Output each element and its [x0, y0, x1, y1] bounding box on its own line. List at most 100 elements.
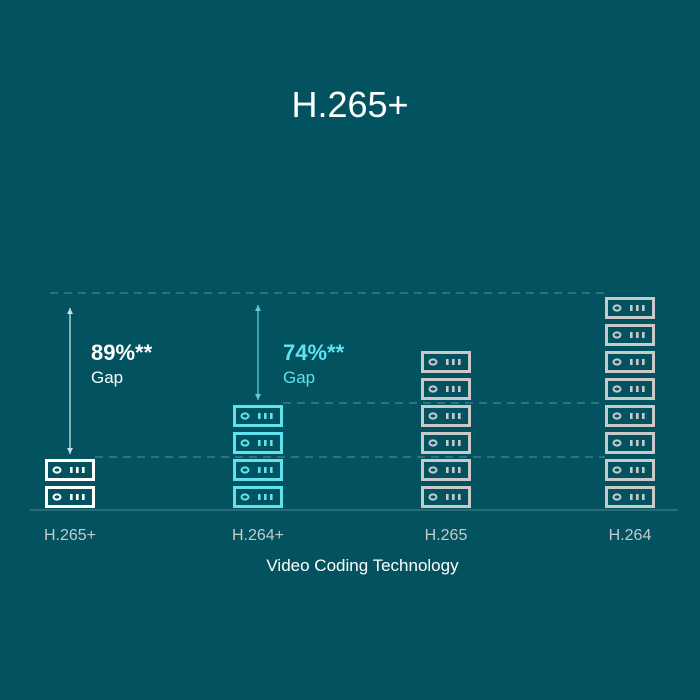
- server-icon: [421, 405, 471, 427]
- annotation-h264plus: 74%** Gap: [283, 340, 344, 388]
- server-icon: [45, 486, 95, 508]
- server-icon: [233, 432, 283, 454]
- server-led-icon: [428, 358, 438, 366]
- server-icon: [421, 378, 471, 400]
- server-slot-icon: [264, 494, 267, 500]
- server-slot-icon: [642, 413, 645, 419]
- server-slot-icon: [452, 467, 455, 473]
- server-icon: [421, 486, 471, 508]
- server-slot-icon: [70, 494, 73, 500]
- server-slot-icon: [642, 386, 645, 392]
- server-slot-icon: [630, 332, 633, 338]
- server-icon: [605, 459, 655, 481]
- server-led-icon: [428, 493, 438, 501]
- gap-arrow-h265plus-head-top: [67, 308, 73, 314]
- server-icon: [605, 405, 655, 427]
- server-slot-icon: [636, 440, 639, 446]
- server-slot-icon: [446, 494, 449, 500]
- server-slot-icon: [264, 440, 267, 446]
- server-slot-icon: [70, 467, 73, 473]
- server-slot-icon: [258, 467, 261, 473]
- server-slot-icon: [630, 413, 633, 419]
- server-slot-icon: [264, 467, 267, 473]
- server-led-icon: [428, 466, 438, 474]
- server-icon: [233, 405, 283, 427]
- server-led-icon: [612, 439, 622, 447]
- server-slot-icon: [458, 494, 461, 500]
- x-tick-label: H.265+: [44, 527, 96, 544]
- server-icon: [605, 432, 655, 454]
- server-led-icon: [240, 412, 250, 420]
- annotation-value: 74%**: [283, 340, 345, 365]
- server-slot-icon: [446, 467, 449, 473]
- server-slot-icon: [636, 413, 639, 419]
- server-slot-icon: [642, 494, 645, 500]
- server-slot-icon: [458, 413, 461, 419]
- server-slot-icon: [630, 359, 633, 365]
- server-slot-icon: [630, 440, 633, 446]
- server-slot-icon: [642, 359, 645, 365]
- annotation-h265plus: 89%** Gap: [91, 340, 152, 388]
- server-led-icon: [612, 466, 622, 474]
- server-icon: [605, 486, 655, 508]
- server-icon: [605, 297, 655, 319]
- server-led-icon: [240, 439, 250, 447]
- server-slot-icon: [270, 494, 273, 500]
- server-slot-icon: [642, 467, 645, 473]
- server-icon: [605, 351, 655, 373]
- server-slot-icon: [636, 467, 639, 473]
- server-slot-icon: [258, 413, 261, 419]
- server-led-icon: [240, 493, 250, 501]
- server-led-icon: [428, 412, 438, 420]
- server-icon: [421, 351, 471, 373]
- server-slot-icon: [452, 413, 455, 419]
- server-slot-icon: [636, 494, 639, 500]
- gap-arrow-h265plus-head-bottom: [67, 448, 73, 454]
- server-slot-icon: [258, 440, 261, 446]
- server-led-icon: [612, 385, 622, 393]
- server-slot-icon: [446, 359, 449, 365]
- server-icon: [45, 459, 95, 481]
- server-led-icon: [612, 358, 622, 366]
- x-axis-label: Video Coding Technology: [266, 556, 459, 575]
- server-slot-icon: [82, 467, 85, 473]
- server-slot-icon: [630, 305, 633, 311]
- server-led-icon: [612, 331, 622, 339]
- server-slot-icon: [630, 494, 633, 500]
- server-slot-icon: [636, 386, 639, 392]
- server-led-icon: [240, 466, 250, 474]
- server-slot-icon: [264, 413, 267, 419]
- server-slot-icon: [630, 386, 633, 392]
- chart-title: H.265+: [291, 84, 409, 125]
- server-slot-icon: [446, 413, 449, 419]
- server-slot-icon: [270, 467, 273, 473]
- server-led-icon: [612, 412, 622, 420]
- server-led-icon: [52, 466, 62, 474]
- server-slot-icon: [452, 386, 455, 392]
- server-slot-icon: [270, 440, 273, 446]
- server-icon: [233, 486, 283, 508]
- server-icon: [233, 459, 283, 481]
- server-icon: [421, 432, 471, 454]
- server-slot-icon: [458, 440, 461, 446]
- annotation-label: Gap: [91, 368, 124, 387]
- server-icon: [605, 324, 655, 346]
- server-led-icon: [612, 493, 622, 501]
- server-slot-icon: [642, 305, 645, 311]
- server-slot-icon: [642, 332, 645, 338]
- server-slot-icon: [270, 413, 273, 419]
- server-slot-icon: [630, 467, 633, 473]
- server-slot-icon: [446, 386, 449, 392]
- server-slot-icon: [76, 467, 79, 473]
- x-tick-label: H.264+: [232, 527, 284, 544]
- server-led-icon: [52, 493, 62, 501]
- x-tick-label: H.265: [425, 527, 468, 544]
- server-slot-icon: [636, 359, 639, 365]
- gap-arrow-h264plus-head-top: [255, 305, 261, 311]
- server-slot-icon: [452, 440, 455, 446]
- server-slot-icon: [642, 440, 645, 446]
- server-led-icon: [428, 439, 438, 447]
- gap-arrow-h264plus-head-bottom: [255, 394, 261, 400]
- server-slot-icon: [458, 386, 461, 392]
- server-slot-icon: [636, 305, 639, 311]
